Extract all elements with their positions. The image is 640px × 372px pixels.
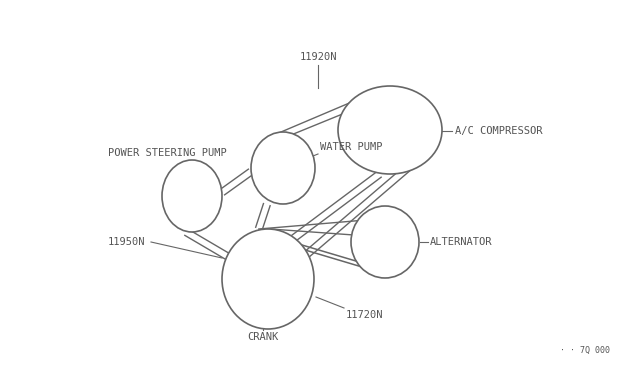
Ellipse shape [162, 160, 222, 232]
Text: POWER STEERING PUMP: POWER STEERING PUMP [108, 148, 227, 158]
Ellipse shape [351, 206, 419, 278]
Text: 11950N: 11950N [108, 237, 145, 247]
Ellipse shape [222, 229, 314, 329]
Text: 11920N: 11920N [300, 52, 337, 62]
Ellipse shape [251, 132, 315, 204]
Text: 11720N: 11720N [346, 310, 383, 320]
Text: A/C COMPRESSOR: A/C COMPRESSOR [455, 126, 543, 136]
Text: ALTERNATOR: ALTERNATOR [430, 237, 493, 247]
Text: WATER PUMP: WATER PUMP [320, 142, 383, 152]
Ellipse shape [338, 86, 442, 174]
Text: CRANK: CRANK [248, 332, 278, 342]
Text: · · 7Q 000: · · 7Q 000 [560, 346, 610, 355]
